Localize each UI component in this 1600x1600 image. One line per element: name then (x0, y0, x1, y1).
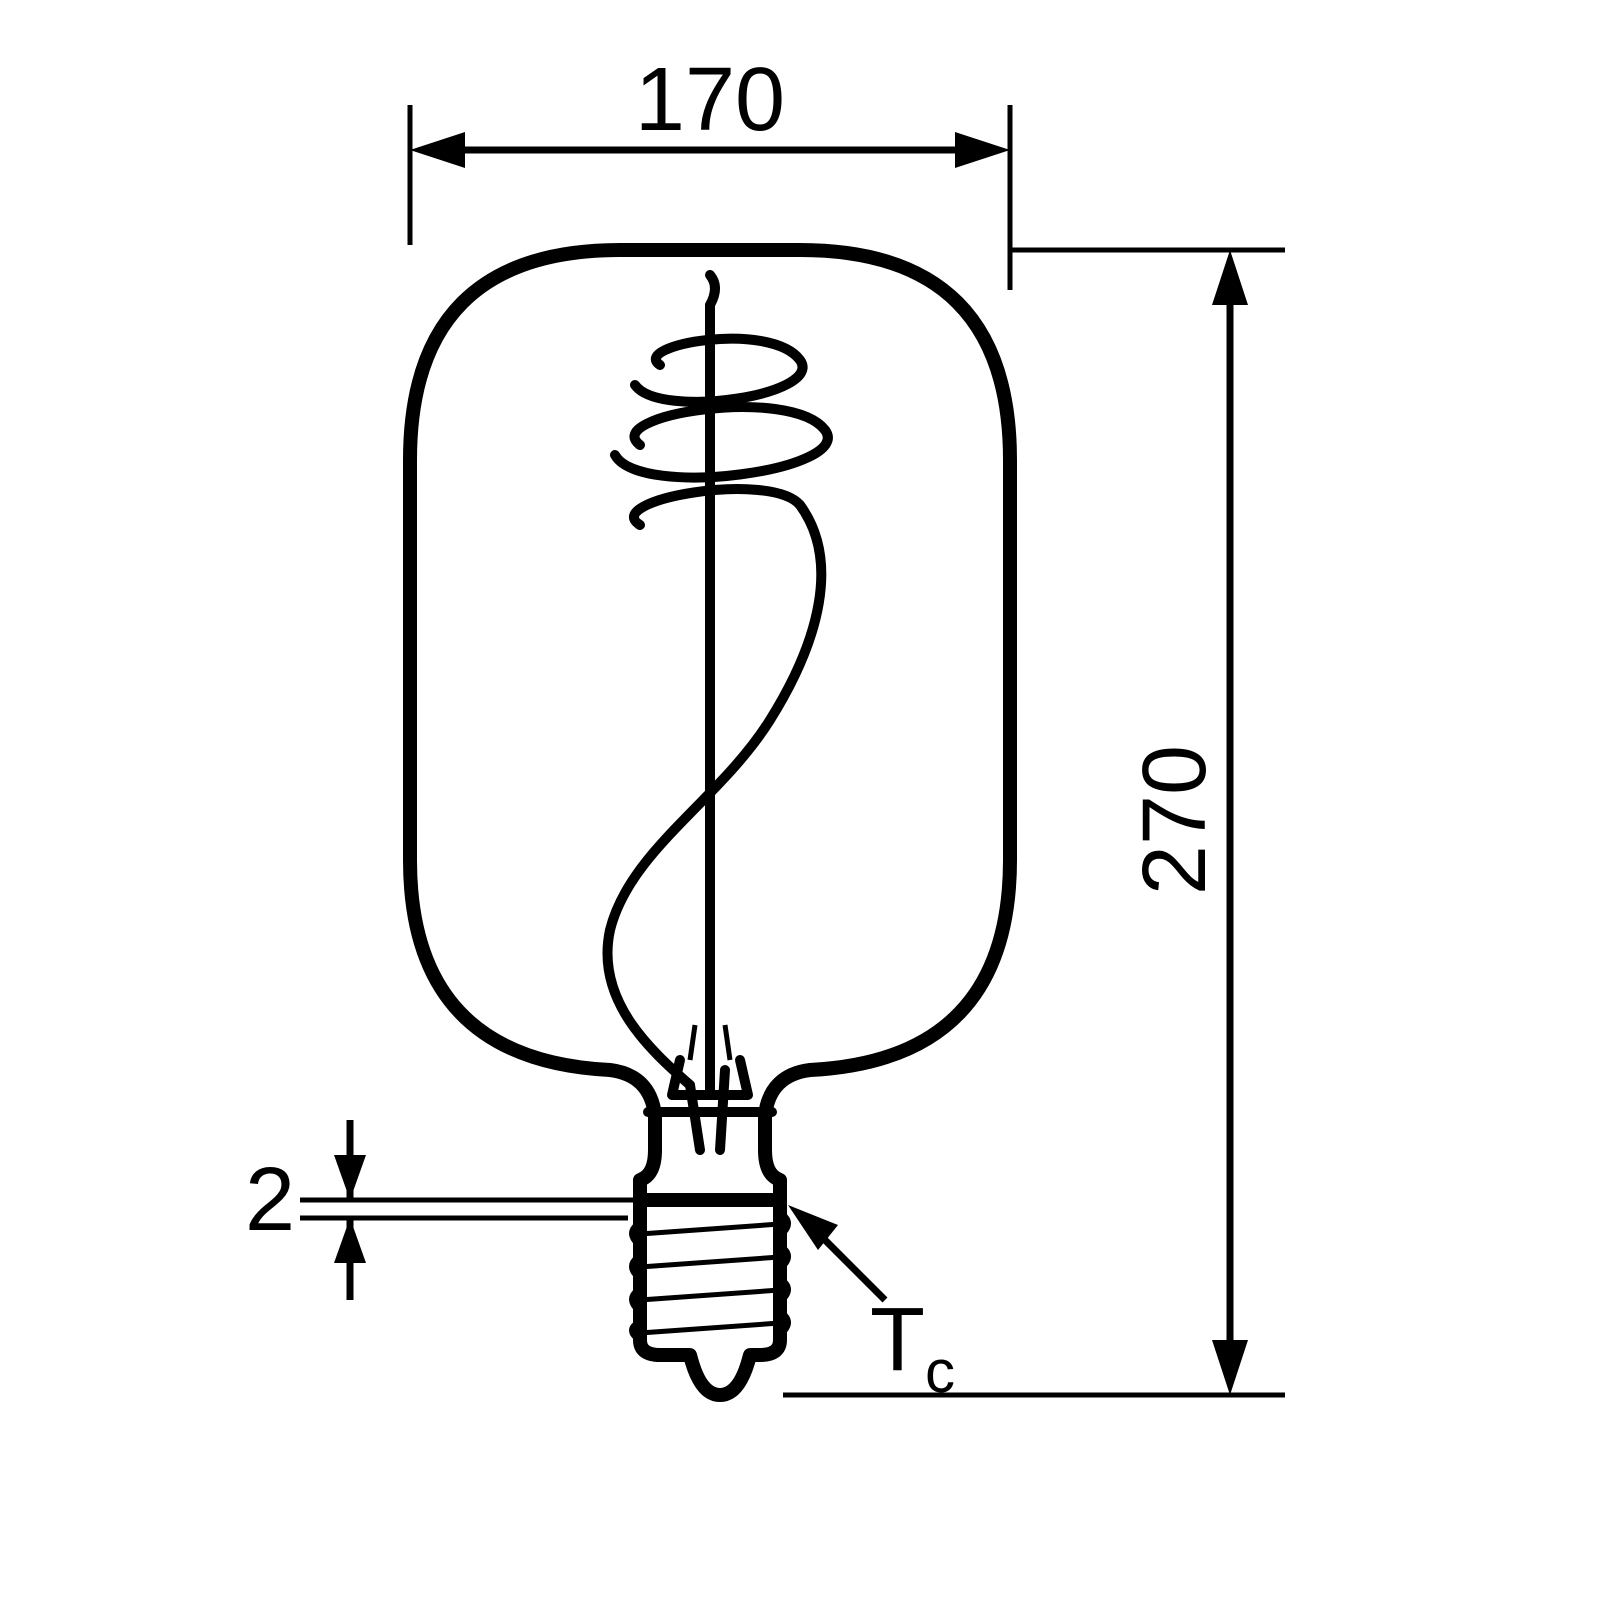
filament-assembly (607, 275, 827, 1150)
screw-base (634, 1200, 786, 1395)
dimension-height-label: 270 (1125, 745, 1225, 895)
dimension-gap-label: 2 (245, 1150, 295, 1250)
dimension-height: 270 (783, 250, 1285, 1395)
dimension-width-label: 170 (635, 50, 785, 150)
tc-label: Tc (870, 1290, 955, 1405)
tc-leader: Tc (788, 1205, 955, 1405)
dimension-gap: 2 (245, 1120, 640, 1300)
